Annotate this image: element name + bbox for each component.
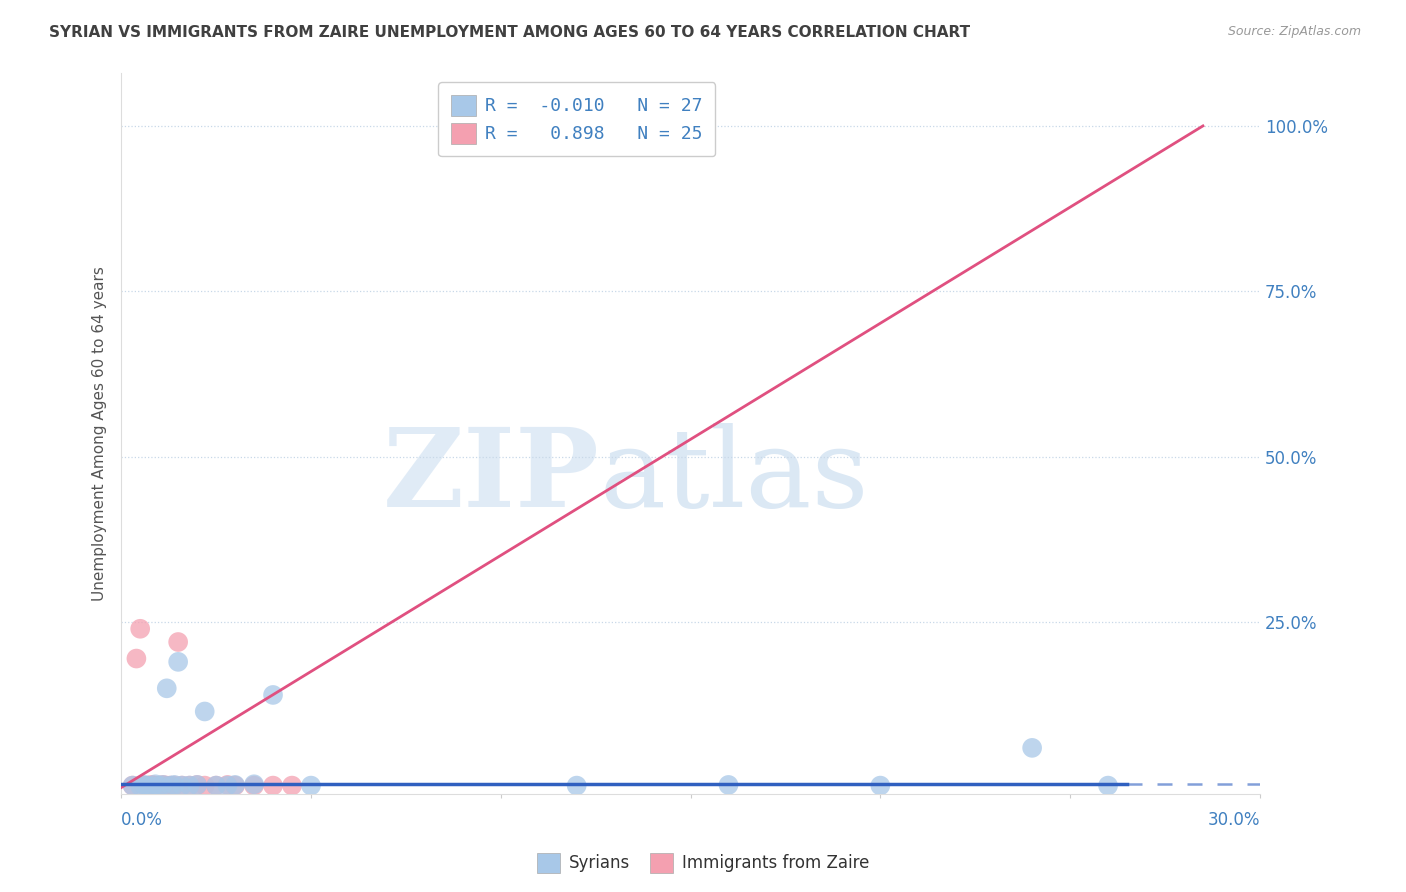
Point bbox=[170, 779, 193, 793]
Point bbox=[145, 777, 167, 791]
Point bbox=[186, 778, 208, 792]
Point bbox=[125, 651, 148, 665]
Text: Source: ZipAtlas.com: Source: ZipAtlas.com bbox=[1227, 25, 1361, 38]
Text: 0.0%: 0.0% bbox=[121, 811, 163, 829]
Text: 30.0%: 30.0% bbox=[1208, 811, 1260, 829]
Point bbox=[121, 779, 143, 793]
Point bbox=[156, 681, 179, 696]
Point bbox=[170, 779, 193, 793]
Point bbox=[243, 779, 266, 793]
Point bbox=[163, 779, 186, 793]
Point bbox=[1021, 740, 1043, 755]
Point bbox=[194, 705, 217, 719]
Point bbox=[262, 688, 284, 702]
Point bbox=[224, 778, 246, 792]
Point bbox=[179, 779, 201, 793]
Point bbox=[205, 779, 228, 793]
Text: SYRIAN VS IMMIGRANTS FROM ZAIRE UNEMPLOYMENT AMONG AGES 60 TO 64 YEARS CORRELATI: SYRIAN VS IMMIGRANTS FROM ZAIRE UNEMPLOY… bbox=[49, 25, 970, 40]
Point bbox=[217, 779, 239, 793]
Point bbox=[121, 779, 143, 793]
Point bbox=[163, 778, 186, 792]
Legend: Syrians, Immigrants from Zaire: Syrians, Immigrants from Zaire bbox=[530, 847, 876, 880]
Point bbox=[1097, 779, 1119, 793]
Point bbox=[205, 779, 228, 793]
Point bbox=[565, 779, 588, 793]
Point bbox=[136, 779, 159, 793]
Point bbox=[243, 777, 266, 791]
Point bbox=[141, 779, 163, 793]
Point bbox=[148, 779, 170, 793]
Point bbox=[179, 779, 201, 793]
Point bbox=[132, 779, 155, 793]
Point bbox=[194, 779, 217, 793]
Point bbox=[299, 779, 322, 793]
Point bbox=[281, 779, 304, 793]
Point bbox=[186, 778, 208, 792]
Point bbox=[129, 779, 152, 793]
Point bbox=[152, 778, 174, 792]
Point bbox=[129, 622, 152, 636]
Point bbox=[141, 778, 163, 792]
Text: ZIP: ZIP bbox=[382, 424, 599, 531]
Point bbox=[159, 779, 181, 793]
Point bbox=[159, 779, 181, 793]
Point bbox=[148, 779, 170, 793]
Point bbox=[167, 655, 190, 669]
Point bbox=[224, 779, 246, 793]
Point bbox=[489, 119, 512, 133]
Point bbox=[217, 778, 239, 792]
Point bbox=[145, 779, 167, 793]
Point bbox=[167, 635, 190, 649]
Legend: R =  -0.010   N = 27, R =   0.898   N = 25: R = -0.010 N = 27, R = 0.898 N = 25 bbox=[439, 82, 716, 156]
Point bbox=[132, 778, 155, 792]
Point bbox=[262, 779, 284, 793]
Point bbox=[136, 779, 159, 793]
Point bbox=[152, 778, 174, 792]
Point bbox=[717, 778, 740, 792]
Point bbox=[156, 779, 179, 793]
Point bbox=[641, 119, 664, 133]
Text: atlas: atlas bbox=[599, 424, 869, 531]
Point bbox=[869, 779, 891, 793]
Y-axis label: Unemployment Among Ages 60 to 64 years: Unemployment Among Ages 60 to 64 years bbox=[93, 266, 107, 601]
